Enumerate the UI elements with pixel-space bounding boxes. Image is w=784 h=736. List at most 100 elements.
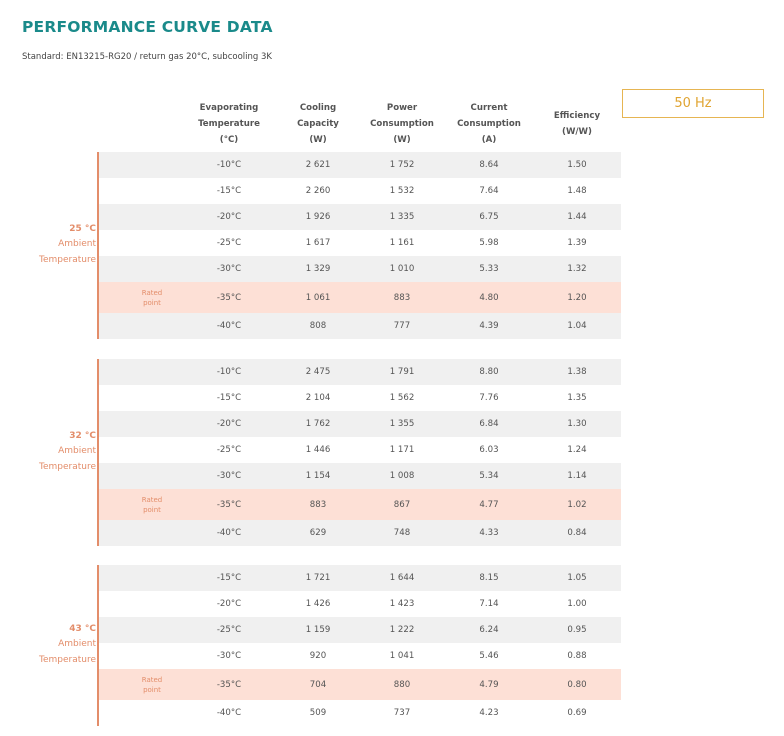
table-row: -15°C 2 104 1 562 7.76 1.35 <box>98 385 621 411</box>
frequency-badge[interactable]: 50 Hz <box>622 89 764 118</box>
header-power-consumption: Power Consumption (W) <box>359 100 445 148</box>
current-consumption-cell: 6.84 <box>479 419 499 429</box>
header-line: Cooling <box>299 103 337 113</box>
current-consumption-cell: 8.15 <box>479 573 499 583</box>
page-title: PERFORMANCE CURVE DATA <box>22 18 273 36</box>
evaporating-temp-cell: -40°C <box>216 321 242 331</box>
evaporating-temp-cell: -40°C <box>216 708 242 718</box>
power-consumption-cell: 1 423 <box>389 599 415 609</box>
header-line: Efficiency <box>553 111 601 121</box>
efficiency-cell: 1.44 <box>567 212 587 222</box>
current-consumption-cell: 4.79 <box>479 679 499 690</box>
power-consumption-cell: 1 161 <box>389 238 415 248</box>
header-efficiency: Efficiency (W/W) <box>534 100 620 148</box>
power-consumption-cell: 777 <box>393 321 411 331</box>
table-row: -40°C 808 777 4.39 1.04 <box>98 313 621 339</box>
cooling-capacity-cell: 509 <box>309 708 327 718</box>
cooling-capacity-cell: 883 <box>309 499 327 510</box>
ambient-temperature-label: 32 °C Ambient Temperature <box>20 429 96 476</box>
header-line: Evaporating <box>199 103 259 113</box>
efficiency-cell: 0.80 <box>567 679 587 690</box>
evaporating-temp-cell: -15°C <box>216 393 242 403</box>
ambient-temp-caption: Ambient <box>58 239 96 249</box>
efficiency-cell: 1.02 <box>567 499 587 510</box>
ambient-temp-caption: Temperature <box>38 461 96 472</box>
current-consumption-cell: 7.76 <box>479 393 499 403</box>
ambient-temp-caption: Temperature <box>38 254 96 265</box>
efficiency-cell: 0.95 <box>567 625 587 635</box>
header-line: (W) <box>309 135 327 145</box>
efficiency-cell: 1.20 <box>567 292 587 303</box>
power-consumption-cell: 1 171 <box>389 445 415 455</box>
current-consumption-cell: 4.23 <box>479 708 499 718</box>
header-line: Consumption <box>370 119 434 129</box>
rated-point-label: Rated point <box>98 489 206 520</box>
current-consumption-cell: 5.46 <box>479 651 499 661</box>
header-line: Consumption <box>457 119 521 129</box>
table-row: -15°C 2 260 1 532 7.64 1.48 <box>98 178 621 204</box>
table-row: -25°C 1 617 1 161 5.98 1.39 <box>98 230 621 256</box>
current-consumption-cell: 5.98 <box>479 238 499 248</box>
current-consumption-cell: 7.14 <box>479 599 499 609</box>
header-evaporating-temperature: Evaporating Temperature (°C) <box>186 100 272 148</box>
evaporating-temp-cell: -25°C <box>216 625 242 635</box>
efficiency-cell: 0.84 <box>567 528 587 538</box>
evaporating-temp-cell: -20°C <box>216 212 242 222</box>
evaporating-temp-cell: -35°C <box>216 499 242 510</box>
cooling-capacity-cell: 2 104 <box>305 393 331 403</box>
power-consumption-cell: 867 <box>393 499 411 510</box>
current-consumption-cell: 4.77 <box>479 499 499 510</box>
evaporating-temp-cell: -25°C <box>216 238 242 248</box>
cooling-capacity-cell: 1 154 <box>305 471 331 481</box>
header-line: Power <box>386 103 418 113</box>
table-row: -20°C 1 762 1 355 6.84 1.30 <box>98 411 621 437</box>
header-line: (W/W) <box>562 127 592 137</box>
power-consumption-cell: 1 041 <box>389 651 415 661</box>
efficiency-cell: 1.35 <box>567 393 587 403</box>
rated-point-label: Rated point <box>98 282 206 313</box>
table-row: -30°C 920 1 041 5.46 0.88 <box>98 643 621 669</box>
rated-point-text: Rated <box>141 288 163 297</box>
ambient-temp-caption: Ambient <box>58 639 96 649</box>
evaporating-temp-cell: -20°C <box>216 419 242 429</box>
efficiency-cell: 1.05 <box>567 573 587 583</box>
power-consumption-cell: 748 <box>393 528 411 538</box>
rated-point-label: Rated point <box>98 669 206 700</box>
current-consumption-cell: 5.33 <box>479 264 499 274</box>
rated-point-row: Rated point -35°C 704 880 4.79 0.80 <box>98 669 621 700</box>
cooling-capacity-cell: 1 446 <box>305 445 331 455</box>
cooling-capacity-cell: 1 426 <box>305 599 331 609</box>
rated-point-row: Rated point -35°C 883 867 4.77 1.02 <box>98 489 621 520</box>
power-consumption-cell: 1 222 <box>389 625 415 635</box>
cooling-capacity-cell: 2 621 <box>305 160 331 170</box>
evaporating-temp-cell: -30°C <box>216 264 242 274</box>
evaporating-temp-cell: -10°C <box>216 160 242 170</box>
evaporating-temp-cell: -40°C <box>216 528 242 538</box>
table-row: -25°C 1 159 1 222 6.24 0.95 <box>98 617 621 643</box>
power-consumption-cell: 1 008 <box>389 471 415 481</box>
table-row: -20°C 1 926 1 335 6.75 1.44 <box>98 204 621 230</box>
header-line: Current <box>470 103 508 113</box>
evaporating-temp-cell: -30°C <box>216 651 242 661</box>
rated-point-text: point <box>143 298 161 307</box>
evaporating-temp-cell: -25°C <box>216 445 242 455</box>
header-line: (W) <box>393 135 411 145</box>
evaporating-temp-cell: -35°C <box>216 679 242 690</box>
efficiency-cell: 1.30 <box>567 419 587 429</box>
efficiency-cell: 1.39 <box>567 238 587 248</box>
table-row: -40°C 509 737 4.23 0.69 <box>98 700 621 726</box>
current-consumption-cell: 4.80 <box>479 292 499 303</box>
efficiency-cell: 0.69 <box>567 708 587 718</box>
cooling-capacity-cell: 2 260 <box>305 186 331 196</box>
ambient-temp-value: 43 °C <box>69 623 96 634</box>
rated-point-text: point <box>143 685 161 694</box>
ambient-temperature-label: 43 °C Ambient Temperature <box>20 622 96 669</box>
efficiency-cell: 0.88 <box>567 651 587 661</box>
rated-point-row: Rated point -35°C 1 061 883 4.80 1.20 <box>98 282 621 313</box>
cooling-capacity-cell: 629 <box>309 528 327 538</box>
efficiency-cell: 1.38 <box>567 367 587 377</box>
evaporating-temp-cell: -15°C <box>216 186 242 196</box>
header-line: Capacity <box>297 119 339 129</box>
power-consumption-cell: 1 335 <box>389 212 415 222</box>
table-row: -40°C 629 748 4.33 0.84 <box>98 520 621 546</box>
